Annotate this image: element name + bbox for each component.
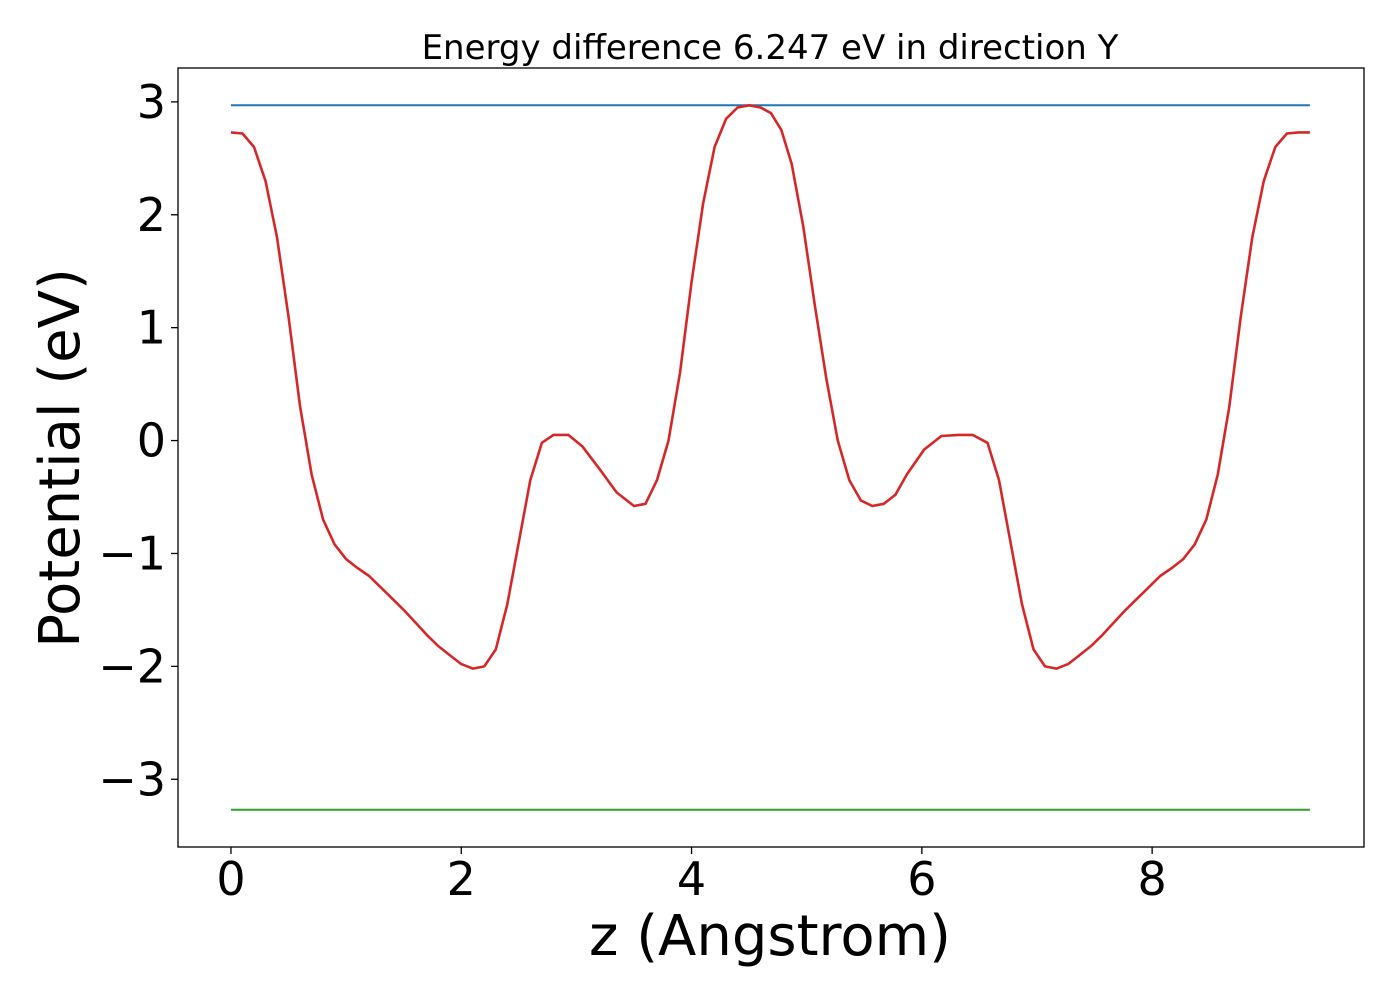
series-layer (230, 104, 1310, 811)
x-tick-label: 2 (447, 852, 476, 906)
x-tick-label: 6 (907, 852, 936, 906)
y-axis-ticks: 3 2 1 0 −1 −2 −3 (98, 75, 178, 806)
y-tick-label: 1 (137, 301, 166, 355)
y-tick-label: 0 (137, 414, 166, 468)
plot-frame (177, 67, 1365, 848)
series-line-3 (230, 104, 1310, 670)
x-tick-label: 0 (216, 852, 245, 906)
y-tick-label: −2 (98, 639, 166, 693)
y-tick-label: 2 (137, 188, 166, 242)
x-axis-label: z (Angstrom) (589, 904, 951, 969)
y-tick-label: −1 (98, 526, 166, 580)
y-tick-label: −3 (98, 752, 166, 806)
chart-title: Energy difference 6.247 eV in direction … (422, 28, 1119, 68)
y-tick-label: 3 (137, 75, 166, 129)
x-tick-label: 4 (677, 852, 706, 906)
y-axis-label: Potential (eV) (28, 268, 93, 648)
x-tick-label: 8 (1137, 852, 1166, 906)
x-axis-ticks: 0 2 4 6 8 (216, 847, 1167, 906)
